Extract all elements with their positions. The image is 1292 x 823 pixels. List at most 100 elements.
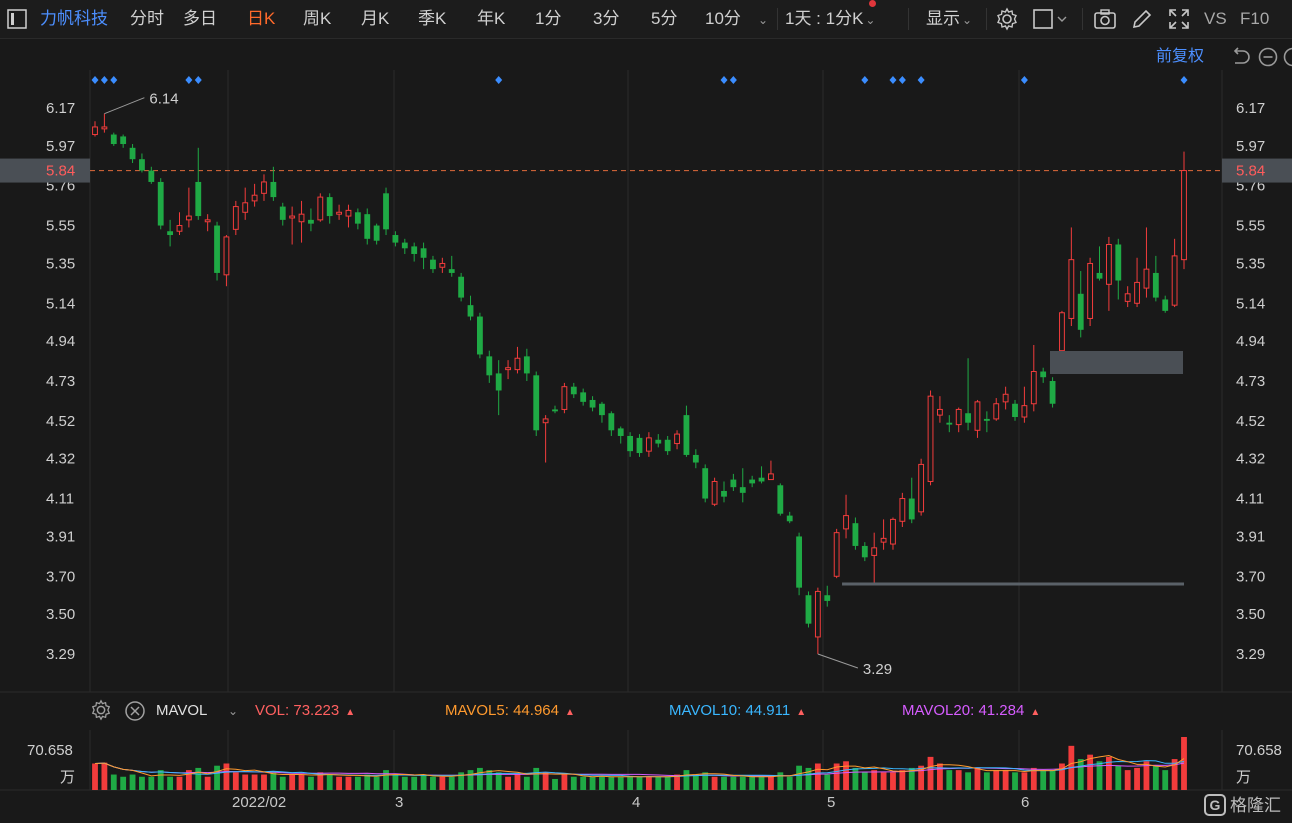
candle-body-down [787, 516, 793, 522]
candle-body-up [675, 434, 680, 443]
y-tick-label-left: 4.73 [46, 373, 75, 390]
y-tick-label-right: 3.50 [1236, 606, 1265, 623]
mavol20-readout: MAVOL20: 41.284▲ [902, 694, 1040, 728]
vol-label: VOL: [255, 702, 289, 719]
volume-bar-down [402, 777, 408, 790]
y-tick-label-left: 4.94 [46, 333, 75, 350]
volume-bar-down [167, 777, 173, 790]
candle-body-down [458, 277, 464, 298]
candle-body-up [299, 214, 304, 222]
volume-bar-down [468, 770, 474, 790]
volume-bar-down [477, 768, 483, 790]
candle-body-down [430, 260, 436, 269]
volume-bar-down [130, 775, 136, 790]
volume-bar-down [946, 770, 952, 790]
candle-body-down [806, 595, 812, 623]
volume-bar-down [1115, 766, 1121, 790]
vol-readout: VOL: 73.223 ▲ [255, 694, 355, 728]
volume-bar-down [759, 777, 765, 790]
vol-value: 73.223 [293, 702, 339, 719]
candle-body-down [214, 226, 220, 273]
event-diamond-icon [899, 76, 906, 84]
y-tick-label-left: 5.55 [46, 218, 75, 235]
volume-bar-up [899, 770, 905, 790]
y-tick-label-left: 4.11 [46, 491, 74, 508]
volume-bar-up [1125, 770, 1131, 790]
indicator-settings-gear-icon[interactable] [90, 699, 112, 721]
low-label-leader [818, 654, 858, 668]
candle-body-down [402, 243, 408, 249]
indicator-close-icon[interactable] [124, 700, 146, 722]
volume-bar-down [824, 775, 830, 790]
volume-bar-down [374, 777, 380, 790]
candle-body-down [280, 207, 286, 220]
volume-bar-up [843, 761, 849, 790]
candle-body-down [411, 246, 417, 254]
volume-bar-up [242, 775, 248, 790]
candle-body-up [1022, 406, 1027, 417]
candle-body-up [1088, 263, 1093, 318]
candle-body-down [693, 455, 699, 463]
y-tick-label-right: 4.32 [1236, 451, 1265, 468]
candle-body-down [524, 356, 530, 373]
volume-bar-down [524, 777, 530, 790]
y-tick-label-left: 4.32 [46, 451, 75, 468]
candle-body-down [120, 136, 126, 144]
candle-body-up [102, 127, 107, 129]
volume-bar-up [993, 770, 999, 790]
volume-bar-down [740, 777, 746, 790]
candle-body-up [938, 409, 943, 415]
indicator-select-chevron-icon[interactable]: ⌄ [226, 694, 238, 728]
candle-body-up [872, 548, 877, 556]
candle-body-down [1162, 299, 1168, 310]
volume-bar-down [1162, 770, 1168, 790]
event-diamond-icon [1021, 76, 1028, 84]
candle-body-up [346, 210, 351, 216]
candle-body-up [975, 402, 980, 430]
indicator-bar: MAVOL ⌄ VOL: 73.223▲ MAVOL5: 44.964▲ MAV… [0, 694, 1292, 728]
price-gap-zone [1050, 351, 1183, 374]
volume-bar-down [280, 777, 286, 790]
volume-bar-up [233, 772, 239, 790]
candle-body-down [139, 159, 145, 170]
up-triangle-icon: ▲ [345, 707, 355, 718]
current-price-tag-left [0, 159, 90, 183]
current-price-label-right: 5.84 [1236, 163, 1265, 180]
event-diamond-icon [918, 76, 925, 84]
candle-body-down [590, 400, 596, 408]
volume-bar-down [214, 766, 220, 790]
candle-body-up [186, 216, 191, 220]
y-tick-label-right: 4.94 [1236, 333, 1265, 350]
event-diamond-icon [730, 76, 737, 84]
candle-body-up [93, 127, 98, 135]
up-triangle-icon: ▲ [565, 707, 575, 718]
mavol20-label: MAVOL20: [902, 702, 974, 719]
volume-bar-up [768, 777, 774, 790]
volume-bar-down [796, 766, 802, 790]
volume-bar-down [777, 772, 783, 790]
candle-body-up [337, 212, 342, 214]
candle-body-down [364, 214, 370, 239]
candle-body-down [374, 226, 380, 241]
volume-bar-down [111, 775, 117, 790]
candle-body-down [533, 375, 539, 430]
volume-bar-up [177, 777, 183, 790]
candle-body-down [824, 595, 830, 601]
up-triangle-icon: ▲ [796, 707, 806, 718]
candle-body-down [862, 546, 868, 557]
candle-body-down [853, 523, 859, 546]
y-tick-label-right: 4.52 [1236, 413, 1265, 430]
candle-body-down [730, 480, 736, 488]
volume-bar-down [599, 777, 605, 790]
volume-bar-down [1012, 772, 1018, 790]
y-tick-label-right: 3.29 [1236, 646, 1265, 663]
volume-bar-down [580, 777, 586, 790]
y-tick-label-right: 5.14 [1236, 295, 1265, 312]
volume-bar-down [965, 772, 971, 790]
volume-bar-down [684, 770, 690, 790]
candle-body-up [1125, 294, 1130, 302]
indicator-name: MAVOL [156, 694, 207, 728]
volume-bar-up [712, 777, 718, 790]
x-axis-label: 6 [1021, 794, 1029, 811]
